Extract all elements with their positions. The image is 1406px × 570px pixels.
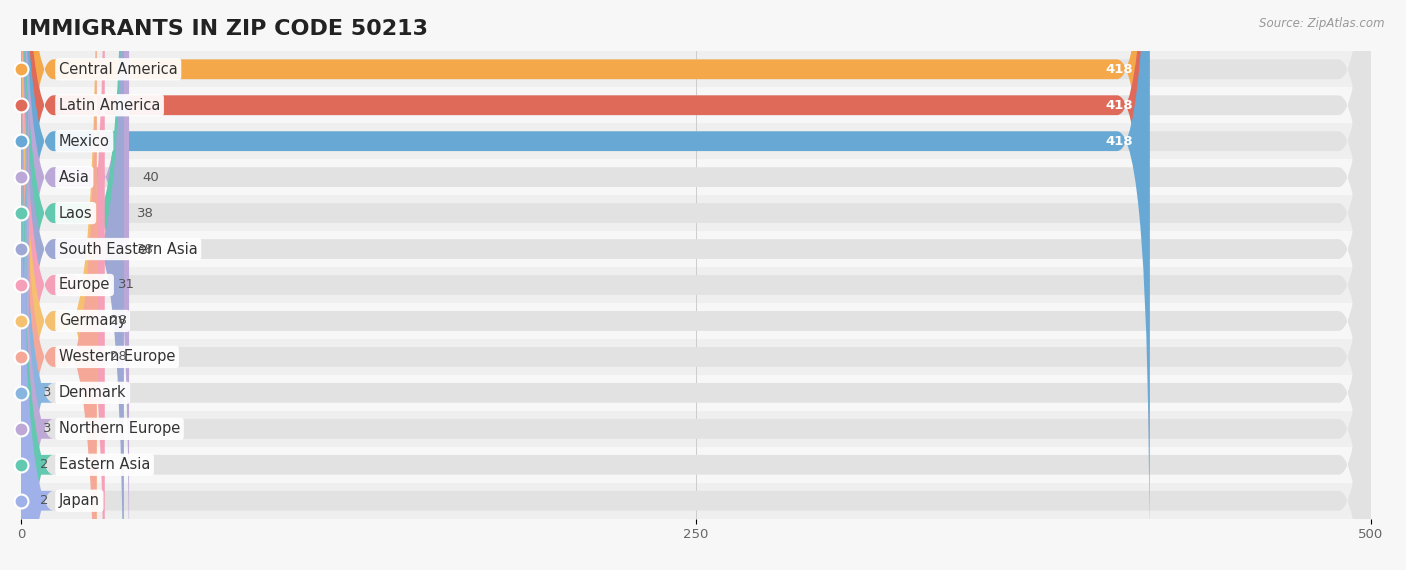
Text: Denmark: Denmark bbox=[59, 385, 127, 400]
FancyBboxPatch shape bbox=[21, 0, 1371, 570]
Text: IMMIGRANTS IN ZIP CODE 50213: IMMIGRANTS IN ZIP CODE 50213 bbox=[21, 19, 427, 39]
Bar bbox=[21, 339, 1371, 375]
FancyBboxPatch shape bbox=[0, 79, 53, 570]
Text: 3: 3 bbox=[42, 422, 51, 435]
Text: 418: 418 bbox=[1105, 99, 1133, 112]
Text: Western Europe: Western Europe bbox=[59, 349, 176, 364]
Text: 28: 28 bbox=[110, 315, 127, 327]
FancyBboxPatch shape bbox=[21, 0, 97, 570]
Bar bbox=[21, 267, 1371, 303]
FancyBboxPatch shape bbox=[21, 0, 1371, 570]
Bar bbox=[21, 87, 1371, 123]
Bar bbox=[21, 159, 1371, 195]
FancyBboxPatch shape bbox=[21, 0, 1371, 570]
Text: Laos: Laos bbox=[59, 206, 93, 221]
Text: 31: 31 bbox=[118, 279, 135, 291]
Bar bbox=[21, 447, 1371, 483]
Text: Latin America: Latin America bbox=[59, 97, 160, 113]
FancyBboxPatch shape bbox=[21, 0, 105, 570]
Text: Mexico: Mexico bbox=[59, 134, 110, 149]
Bar bbox=[21, 375, 1371, 411]
FancyBboxPatch shape bbox=[21, 0, 124, 570]
Text: 418: 418 bbox=[1105, 135, 1133, 148]
FancyBboxPatch shape bbox=[21, 0, 1371, 563]
Text: Central America: Central America bbox=[59, 62, 177, 77]
Text: 40: 40 bbox=[142, 170, 159, 184]
Text: 3: 3 bbox=[42, 386, 51, 400]
FancyBboxPatch shape bbox=[21, 0, 97, 570]
Text: 418: 418 bbox=[1105, 63, 1133, 76]
Text: Japan: Japan bbox=[59, 493, 100, 508]
FancyBboxPatch shape bbox=[21, 0, 1371, 570]
FancyBboxPatch shape bbox=[21, 0, 1150, 563]
FancyBboxPatch shape bbox=[0, 7, 53, 570]
FancyBboxPatch shape bbox=[0, 43, 53, 570]
FancyBboxPatch shape bbox=[21, 0, 1371, 570]
Text: Eastern Asia: Eastern Asia bbox=[59, 457, 150, 473]
FancyBboxPatch shape bbox=[21, 43, 1371, 570]
Text: 38: 38 bbox=[138, 206, 155, 219]
FancyBboxPatch shape bbox=[21, 0, 1150, 491]
FancyBboxPatch shape bbox=[21, 0, 1371, 570]
Bar bbox=[21, 483, 1371, 519]
FancyBboxPatch shape bbox=[21, 0, 124, 570]
FancyBboxPatch shape bbox=[21, 79, 1371, 570]
Bar bbox=[21, 411, 1371, 447]
Bar bbox=[21, 303, 1371, 339]
Text: Asia: Asia bbox=[59, 170, 90, 185]
Bar bbox=[21, 195, 1371, 231]
FancyBboxPatch shape bbox=[21, 0, 1371, 491]
FancyBboxPatch shape bbox=[21, 0, 1371, 527]
Text: Europe: Europe bbox=[59, 278, 110, 292]
Text: 28: 28 bbox=[110, 351, 127, 364]
Text: 38: 38 bbox=[138, 243, 155, 255]
FancyBboxPatch shape bbox=[21, 0, 1371, 570]
Bar bbox=[21, 123, 1371, 159]
Text: South Eastern Asia: South Eastern Asia bbox=[59, 242, 198, 256]
Text: Northern Europe: Northern Europe bbox=[59, 421, 180, 436]
FancyBboxPatch shape bbox=[21, 0, 129, 570]
Text: Source: ZipAtlas.com: Source: ZipAtlas.com bbox=[1260, 17, 1385, 30]
Bar bbox=[21, 51, 1371, 87]
Text: 2: 2 bbox=[39, 494, 48, 507]
Text: 2: 2 bbox=[39, 458, 48, 471]
Bar bbox=[21, 231, 1371, 267]
FancyBboxPatch shape bbox=[0, 0, 53, 570]
FancyBboxPatch shape bbox=[21, 0, 1150, 527]
FancyBboxPatch shape bbox=[21, 7, 1371, 570]
Text: Germany: Germany bbox=[59, 314, 127, 328]
